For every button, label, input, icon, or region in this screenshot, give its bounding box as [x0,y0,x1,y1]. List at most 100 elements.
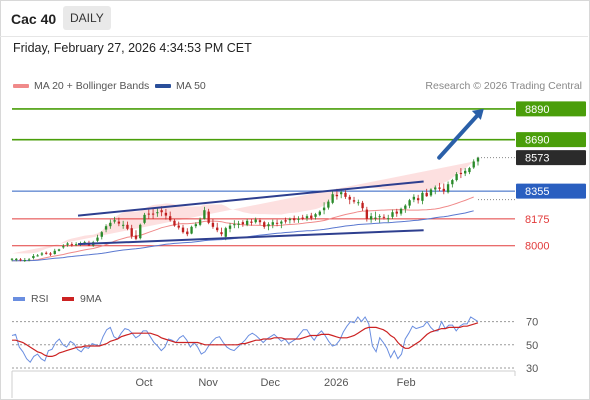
candle-body [177,225,180,228]
candle-body [305,216,309,219]
x-tick-label-Feb: Feb [397,377,416,389]
candle-body [19,259,22,261]
instrument-title: Cac 40 [11,11,57,27]
candle-body [121,224,125,226]
x-tick-label-Dec: Dec [260,377,280,389]
candle-body [147,213,150,215]
candle-body [378,216,381,218]
candle-body [74,244,78,246]
candle-body [53,250,56,255]
level-tag-8690 [516,132,586,148]
candle-body [15,258,18,261]
candle-body [292,218,296,221]
candle-body [301,217,304,219]
candle-body [32,256,35,259]
candle-body [263,222,266,227]
rsi-ma-swatch [62,297,74,302]
candle-body [361,202,364,209]
legend-rsi: RSI [13,293,49,305]
candle-body [438,187,441,189]
candle-body [412,196,416,200]
candle-body [382,216,386,218]
candle-body [408,200,411,206]
candle-body [57,249,61,251]
projection-arrow-head [471,108,484,120]
level-label-8690: 8690 [525,135,549,147]
candle-body [335,194,339,197]
candle-body [446,184,450,193]
candle-body [117,221,121,224]
candle-body [310,215,313,219]
candle-body [314,214,317,217]
candle-body [194,224,198,227]
candle-body [160,210,163,213]
ma20-legend-label: MA 20 + Bollinger Bands [34,80,150,92]
rsi-legend-label: RSI [31,293,49,305]
candle-body [331,194,334,203]
candle-body [327,201,330,208]
candle-body [271,222,274,225]
candle-body [96,237,99,241]
candle-body [318,211,321,215]
candle-body [254,219,257,223]
candle-body [113,220,116,222]
candle-body [399,208,403,214]
candle-body [143,214,146,223]
candle-body [348,196,351,200]
candle-body [207,211,210,223]
candle-body [10,258,14,260]
candle-body [352,200,356,202]
candle-body [23,260,27,262]
candle-body [190,226,193,234]
candle-body [365,209,369,219]
level-tag-8355 [516,183,586,199]
timeframe-badge[interactable]: DAILY [63,6,111,30]
candle-body [241,222,245,225]
candle-body [245,220,249,225]
level-label-8573: 8573 [525,153,549,165]
candle-body [421,192,424,201]
rsi-ma-legend-label: 9MA [80,293,102,305]
rsi-swatch [13,297,25,302]
candle-body [130,228,133,237]
trend-line-lower [77,229,424,246]
candle-body [104,226,108,230]
chart-header: Cac 40 DAILY [0,0,588,37]
candle-body [429,189,433,196]
x-tick-label-Nov: Nov [198,377,218,389]
candle-body [198,219,202,225]
rsi-level-label-70: 70 [526,317,538,329]
bollinger-band-fill [12,161,474,254]
candle-body [156,212,159,214]
ma50-legend-label: MA 50 [176,80,206,92]
x-tick-label-Oct: Oct [135,377,152,389]
candle-body [173,220,176,226]
candle-body [40,253,44,255]
candle-body [404,205,407,209]
candle-body [70,244,74,246]
candle-body [322,207,326,211]
rsi-ma-line [12,322,479,357]
rsi-level-label-30: 30 [526,363,538,375]
candle-body [211,222,215,227]
candle-body [357,202,360,204]
candle-body [455,174,458,181]
candle-body [340,192,343,195]
candle-body [220,232,223,235]
candle-body [284,220,287,222]
candle-body [472,161,475,168]
legend-ma20: MA 20 + Bollinger Bands [13,80,149,92]
candle-body [344,192,347,197]
legend-ma50: MA 50 [155,80,206,92]
candle-body [288,218,292,221]
candle-body [237,223,240,225]
level-tag-8890 [516,101,586,117]
candle-body [233,224,236,226]
candle-body [468,168,471,173]
rsi-level-label-50: 50 [526,340,538,352]
legend-rsi-ma: 9MA [62,293,102,305]
candle-body [451,180,454,185]
candle-body [164,212,168,216]
candle-body [224,228,227,237]
level-label-8355: 8355 [525,186,549,198]
